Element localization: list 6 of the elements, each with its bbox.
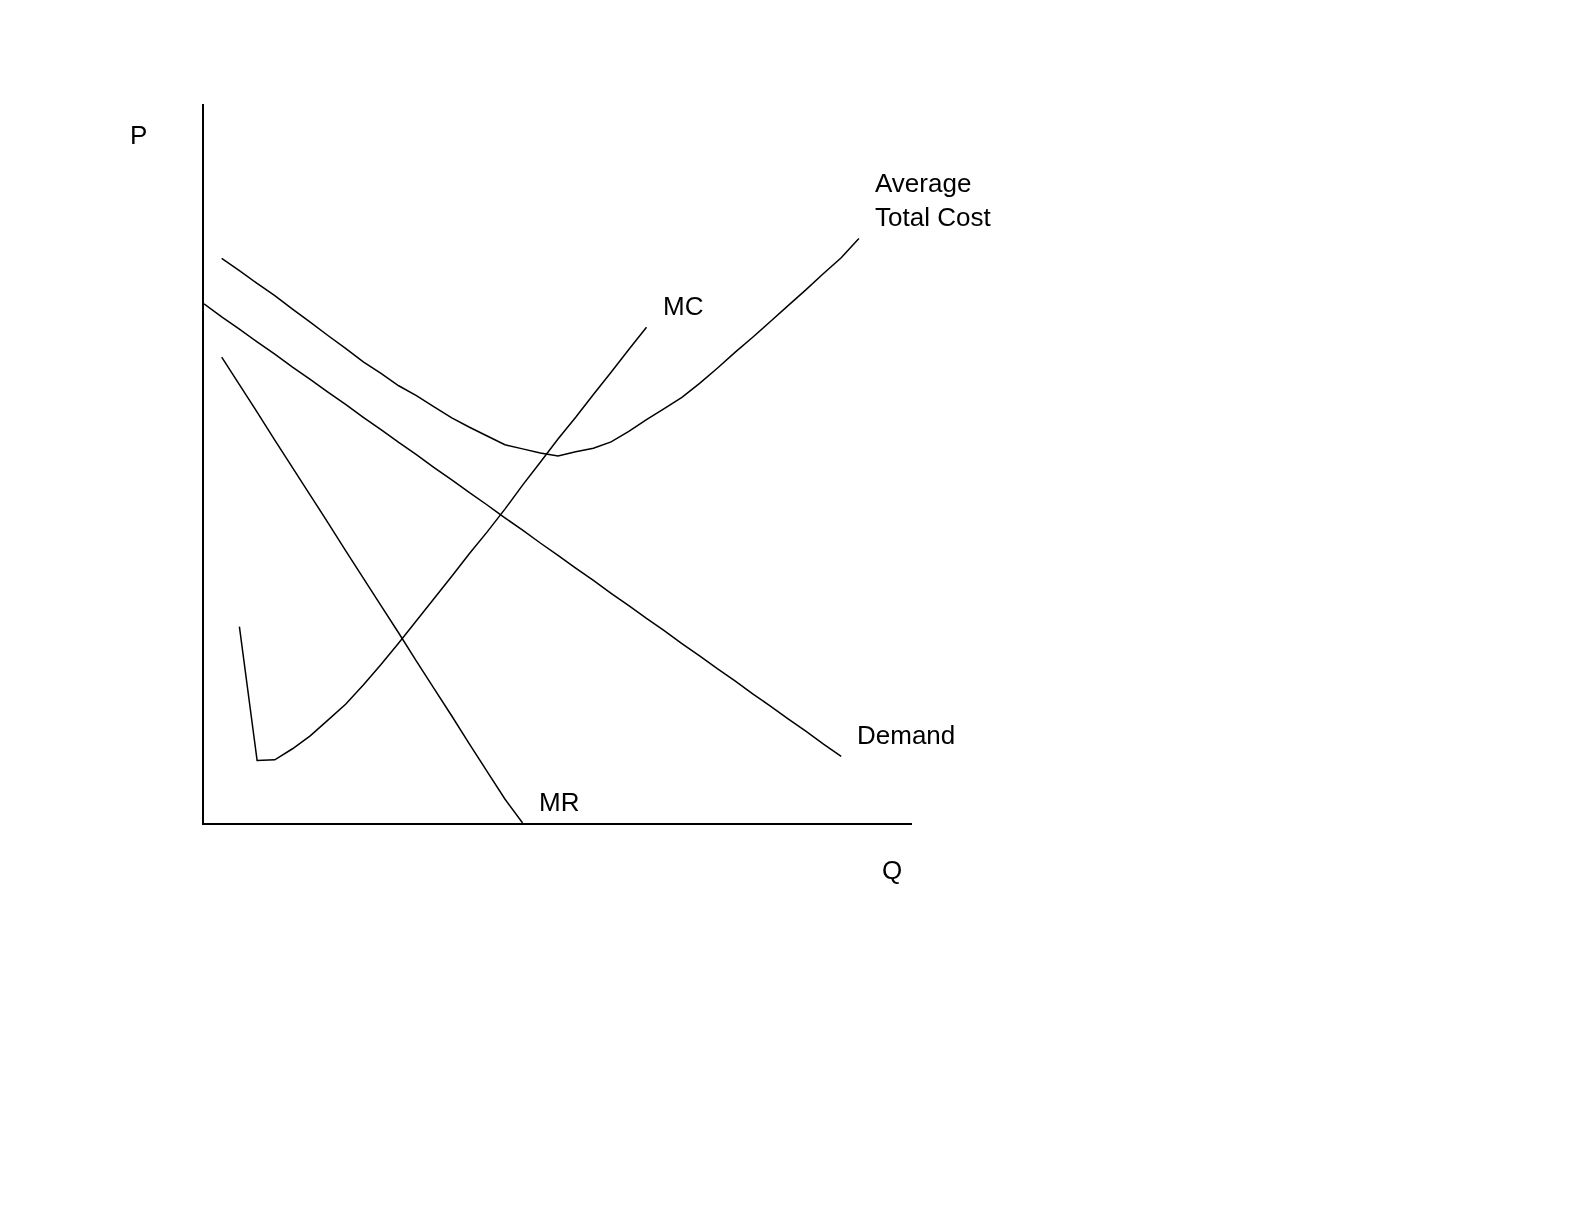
x-axis-title: Q: [882, 855, 903, 885]
series-label: Demand: [857, 720, 956, 750]
series-label: Average Total Cost: [875, 168, 992, 232]
series-label: MR: [539, 787, 580, 817]
series-label: MC: [663, 291, 704, 321]
y-axis-title: P: [130, 120, 148, 150]
